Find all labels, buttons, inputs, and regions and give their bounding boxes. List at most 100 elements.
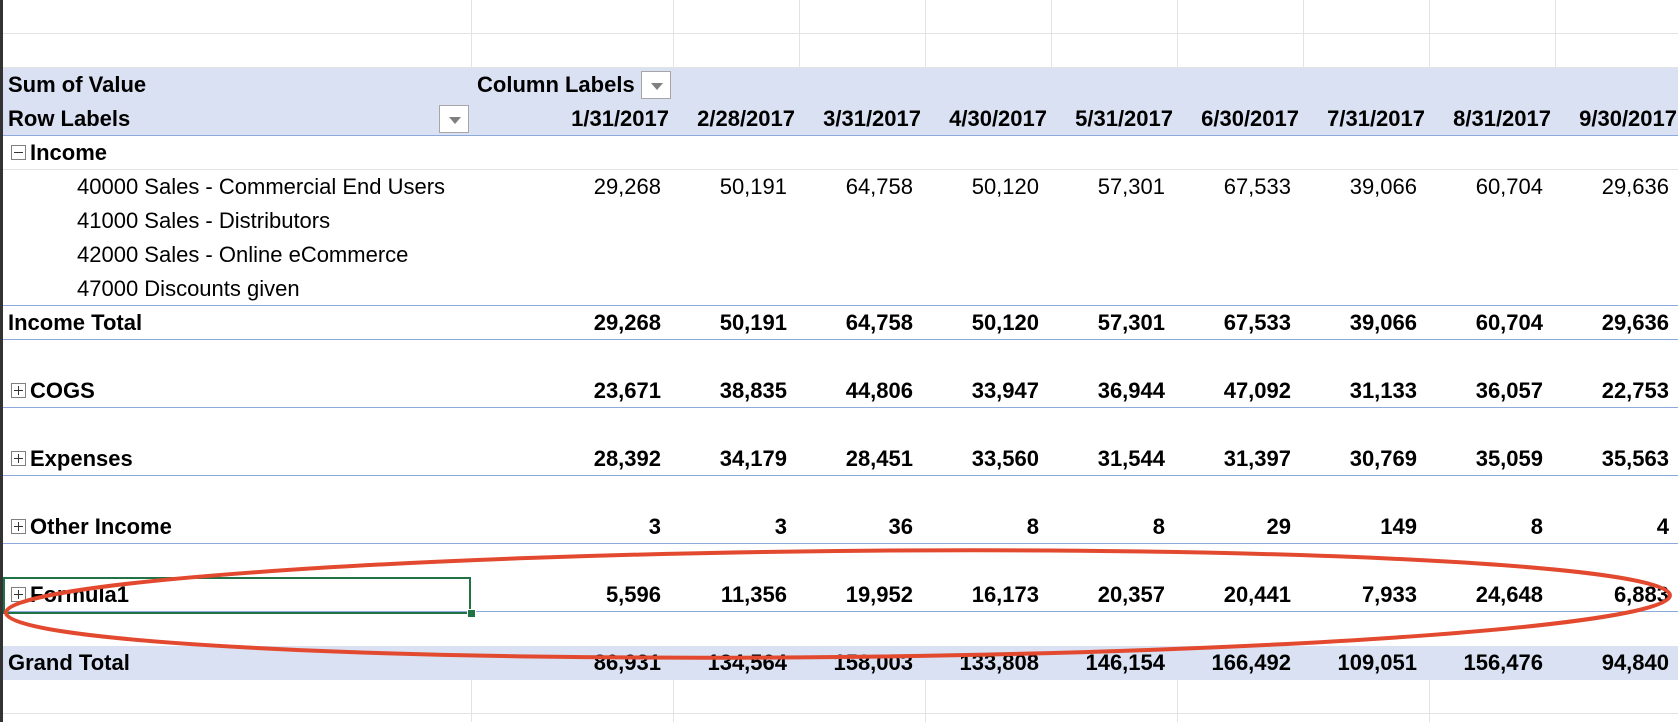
value-cell[interactable]: 47,092 <box>1223 378 1291 403</box>
value-cell[interactable]: 28,392 <box>593 446 661 471</box>
value-cell[interactable]: 29,636 <box>1601 174 1669 199</box>
grand-total-cell[interactable]: 158,003 <box>833 650 913 675</box>
formula1-group-row[interactable]: Formula1 5,596 11,356 19,952 16,173 20,3… <box>3 578 1678 612</box>
value-cell[interactable]: 20,441 <box>1223 582 1291 607</box>
value-cell[interactable]: 57,301 <box>1097 174 1165 199</box>
value-cell[interactable]: 44,806 <box>845 378 913 403</box>
value-cell[interactable]: 60,704 <box>1475 174 1543 199</box>
column-labels-label[interactable]: Column Labels <box>477 72 635 97</box>
value-cell[interactable]: 8 <box>1026 514 1039 539</box>
date-header[interactable]: 4/30/2017 <box>949 106 1047 131</box>
value-cell[interactable]: 23,671 <box>593 378 661 403</box>
total-cell[interactable]: 64,758 <box>845 310 913 335</box>
column-labels-filter-dropdown[interactable] <box>641 71 671 99</box>
expand-icon[interactable] <box>11 450 26 466</box>
date-header[interactable]: 5/31/2017 <box>1075 106 1173 131</box>
value-cell[interactable]: 29,268 <box>593 174 661 199</box>
value-cell[interactable]: 7,933 <box>1361 582 1417 607</box>
value-cell[interactable]: 4 <box>1656 514 1669 539</box>
total-cell[interactable]: 29,268 <box>593 310 661 335</box>
grand-total-cell[interactable]: 86,931 <box>593 650 661 675</box>
value-cell[interactable]: 35,059 <box>1475 446 1543 471</box>
income-child-row[interactable]: 40000 Sales - Commercial End Users 29,26… <box>3 170 1678 204</box>
value-cell[interactable]: 16,173 <box>971 582 1039 607</box>
other-income-group-row[interactable]: Other Income 3 3 36 8 8 29 149 8 4 <box>3 510 1678 544</box>
value-cell[interactable]: 34,179 <box>719 446 787 471</box>
grand-total-cell[interactable]: 156,476 <box>1463 650 1543 675</box>
date-header[interactable]: 8/31/2017 <box>1453 106 1551 131</box>
value-cell[interactable]: 22,753 <box>1601 378 1669 403</box>
fill-handle[interactable] <box>467 609 476 618</box>
value-cell[interactable]: 31,397 <box>1223 446 1291 471</box>
value-cell[interactable]: 28,451 <box>845 446 913 471</box>
value-cell[interactable]: 8 <box>1152 514 1165 539</box>
value-cell[interactable]: 31,544 <box>1097 446 1165 471</box>
value-cell[interactable]: 149 <box>1380 514 1417 539</box>
value-cell[interactable]: 36,057 <box>1475 378 1543 403</box>
date-header[interactable]: 6/30/2017 <box>1201 106 1299 131</box>
empty-row[interactable] <box>3 34 1678 68</box>
income-child-row[interactable]: 47000 Discounts given <box>3 272 1678 306</box>
grand-total-cell[interactable]: 94,840 <box>1601 650 1669 675</box>
income-child-row[interactable]: 42000 Sales - Online eCommerce <box>3 238 1678 272</box>
expand-icon[interactable] <box>11 382 26 398</box>
value-cell[interactable]: 36 <box>888 514 913 539</box>
total-cell[interactable]: 29,636 <box>1601 310 1669 335</box>
value-cell[interactable]: 39,066 <box>1349 174 1417 199</box>
date-header[interactable]: 9/30/2017 <box>1579 106 1677 131</box>
expand-icon[interactable] <box>11 518 26 534</box>
income-group-label[interactable]: Income <box>11 136 107 170</box>
row-labels-label[interactable]: Row Labels <box>8 106 131 131</box>
expand-icon[interactable] <box>11 586 26 602</box>
total-cell[interactable]: 50,191 <box>719 310 787 335</box>
value-cell[interactable]: 5,596 <box>605 582 661 607</box>
value-cell[interactable]: 50,120 <box>971 174 1039 199</box>
total-cell[interactable]: 39,066 <box>1349 310 1417 335</box>
date-header[interactable]: 2/28/2017 <box>697 106 795 131</box>
grand-total-cell[interactable]: 134,564 <box>707 650 787 675</box>
value-cell[interactable]: 35,563 <box>1601 446 1669 471</box>
grand-total-cell[interactable]: 146,154 <box>1085 650 1165 675</box>
income-total-row[interactable]: Income Total 29,268 50,191 64,758 50,120… <box>3 306 1678 340</box>
total-cell[interactable]: 57,301 <box>1097 310 1165 335</box>
value-cell[interactable]: 33,947 <box>971 378 1039 403</box>
date-header[interactable]: 1/31/2017 <box>571 106 669 131</box>
total-cell[interactable]: 50,120 <box>971 310 1039 335</box>
value-cell[interactable]: 24,648 <box>1475 582 1543 607</box>
selected-cell-border[interactable] <box>3 577 471 614</box>
income-total-label[interactable]: Income Total <box>8 310 143 335</box>
value-cell[interactable]: 19,952 <box>845 582 913 607</box>
value-cell[interactable]: 67,533 <box>1223 174 1291 199</box>
value-cell[interactable]: 31,133 <box>1349 378 1417 403</box>
grand-total-row[interactable]: Grand Total 86,931 134,564 158,003 133,8… <box>3 646 1678 680</box>
grand-total-cell[interactable]: 166,492 <box>1211 650 1291 675</box>
expenses-group-row[interactable]: Expenses 28,392 34,179 28,451 33,560 31,… <box>3 442 1678 476</box>
date-header[interactable]: 3/31/2017 <box>823 106 921 131</box>
date-header[interactable]: 7/31/2017 <box>1327 106 1425 131</box>
total-cell[interactable]: 67,533 <box>1223 310 1291 335</box>
empty-row[interactable] <box>3 680 1678 714</box>
value-cell[interactable]: 8 <box>1530 514 1543 539</box>
account-label[interactable]: 41000 Sales - Distributors <box>77 208 331 233</box>
value-cell[interactable]: 30,769 <box>1349 446 1417 471</box>
income-group-row[interactable]: Income <box>3 136 1678 170</box>
cogs-group-row[interactable]: COGS 23,671 38,835 44,806 33,947 36,944 … <box>3 374 1678 408</box>
account-label[interactable]: 42000 Sales - Online eCommerce <box>77 242 409 267</box>
sum-of-value-label[interactable]: Sum of Value <box>8 72 147 97</box>
value-cell[interactable]: 33,560 <box>971 446 1039 471</box>
grand-total-cell[interactable]: 109,051 <box>1337 650 1417 675</box>
grand-total-label[interactable]: Grand Total <box>8 650 130 675</box>
empty-row[interactable] <box>3 0 1678 34</box>
other-income-group-label[interactable]: Other Income <box>11 510 172 544</box>
value-cell[interactable]: 3 <box>648 514 661 539</box>
value-cell[interactable]: 38,835 <box>719 378 787 403</box>
income-child-row[interactable]: 41000 Sales - Distributors <box>3 204 1678 238</box>
account-label[interactable]: 47000 Discounts given <box>77 276 300 301</box>
value-cell[interactable]: 29 <box>1266 514 1291 539</box>
value-cell[interactable]: 36,944 <box>1097 378 1165 403</box>
collapse-icon[interactable] <box>11 144 26 160</box>
value-cell[interactable]: 20,357 <box>1097 582 1165 607</box>
value-cell[interactable]: 64,758 <box>845 174 913 199</box>
total-cell[interactable]: 60,704 <box>1475 310 1543 335</box>
row-labels-filter-dropdown[interactable] <box>439 105 469 133</box>
